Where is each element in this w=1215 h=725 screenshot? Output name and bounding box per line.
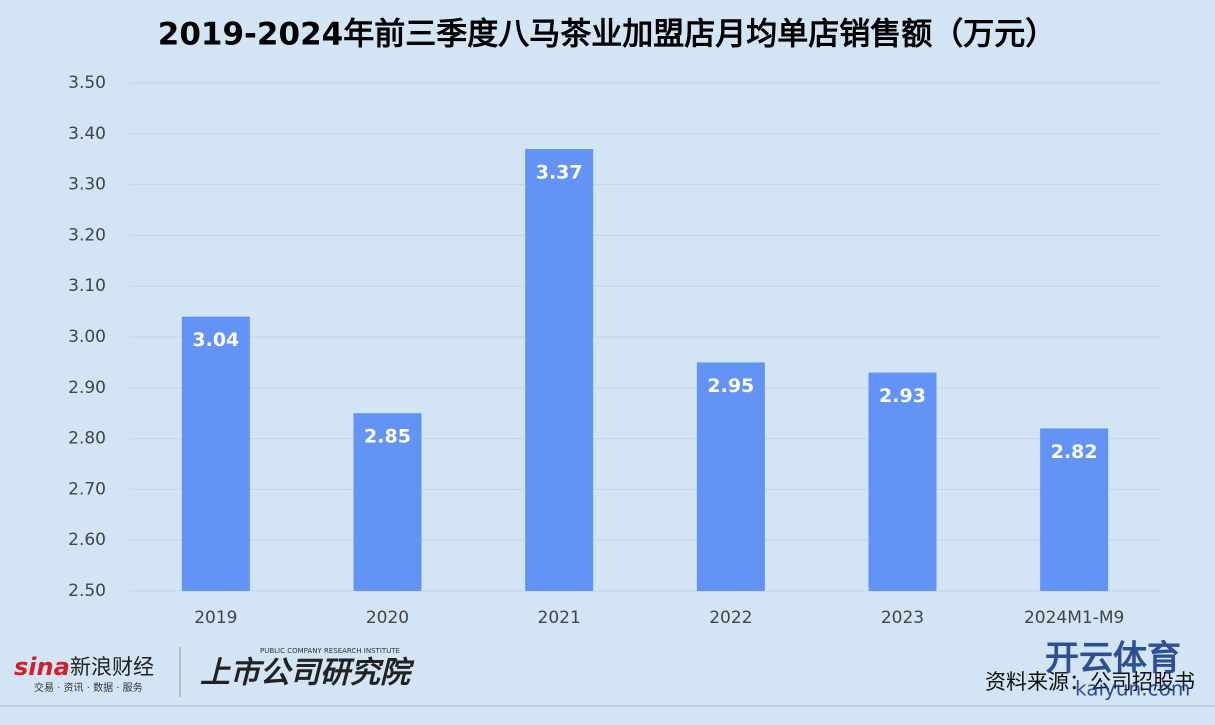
y-tick-label: 3.40 [68,124,106,144]
watermark-brand: 开云体育 [1045,639,1181,679]
sina-slogan: 交易 · 资讯 · 数据 · 服务 [34,681,143,694]
sina-logo: sina [14,653,70,681]
y-tick-label: 3.20 [68,225,106,245]
value-label: 2.93 [879,385,926,407]
y-tick-label: 2.70 [68,479,106,499]
chart-title: 2019-2024年前三季度八马茶业加盟店月均单店销售额（万元） [158,17,1056,53]
x-tick-label: 2024M1-M9 [1024,608,1124,628]
bar [1040,428,1109,591]
institute-logo: 上市公司研究院 [200,656,415,691]
value-label: 2.95 [707,375,754,397]
source: 资料来源：公司招股书 [985,670,1195,694]
y-tick-label: 2.90 [68,378,106,398]
x-tick-label: 2021 [538,608,581,628]
value-label: 3.04 [192,329,239,351]
value-label: 3.37 [536,162,583,184]
value-label: 2.85 [364,426,411,448]
watermark-site: kaiyun.com [1075,677,1190,701]
x-tick-label: 2022 [709,608,752,628]
value-label: 2.82 [1051,441,1098,463]
bar [353,413,422,591]
x-tick-label: 2019 [194,608,237,628]
bar [696,362,765,591]
y-tick-label: 3.50 [68,73,106,93]
x-tick-label: 2023 [881,608,924,628]
bar [181,316,250,591]
bar [525,149,594,592]
x-tick-label: 2020 [366,608,409,628]
sina-name: 新浪财经 [70,655,154,679]
y-tick-label: 3.10 [68,276,106,296]
y-tick-label: 3.00 [68,327,106,347]
y-tick-label: 2.80 [68,429,106,449]
y-tick-label: 2.50 [68,581,106,601]
bar [868,372,937,591]
y-tick-label: 3.30 [68,175,106,195]
y-tick-label: 2.60 [68,530,106,550]
institute-en: PUBLIC COMPANY RESEARCH INSTITUTE [260,647,400,655]
